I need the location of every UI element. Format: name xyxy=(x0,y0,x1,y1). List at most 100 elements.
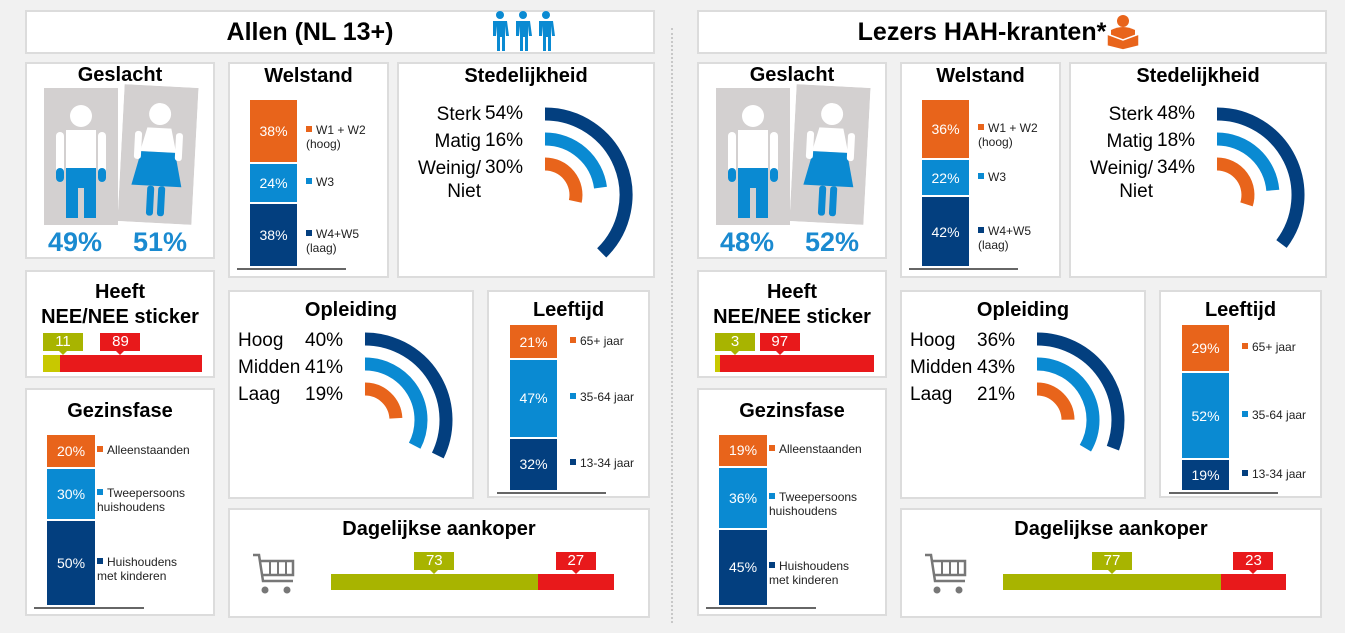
gezinsfase-baseline xyxy=(34,607,144,609)
panel-title: Allen (NL 13+) xyxy=(226,18,394,46)
opleiding-arc xyxy=(1036,357,1100,452)
welstand-bar-segment: 24 xyxy=(250,163,297,205)
legend-label: 65+ jaar xyxy=(1252,340,1296,355)
opleiding-value-label: 40 xyxy=(305,330,355,352)
legend-swatch xyxy=(570,393,576,400)
stedelijkheid-category-label: Matig xyxy=(1106,131,1153,152)
sticker-title: Heeft NEE/NEE sticker xyxy=(713,281,871,328)
leeftijd-baseline xyxy=(1169,492,1278,494)
opleiding-arc xyxy=(1036,382,1075,421)
opleiding-arc xyxy=(364,357,428,449)
aankoper-title: Dagelijkse aankoper xyxy=(342,518,536,540)
legend-swatch xyxy=(1242,343,1248,350)
opleiding-arc xyxy=(364,332,453,459)
aankoper-title: Dagelijkse aankoper xyxy=(1014,518,1208,540)
male-icon xyxy=(716,88,790,225)
gezinsfase-bar-segment: 19 xyxy=(719,435,767,468)
female-percentage: 51 xyxy=(133,227,203,258)
opleiding-category-label: Laag xyxy=(910,384,953,405)
legend-label: W1 + W2 (hoog) xyxy=(306,122,366,151)
legend-swatch xyxy=(97,446,103,453)
legend-label: Tweepersoons huishoudens xyxy=(97,486,186,515)
legend-swatch xyxy=(1242,470,1248,477)
stedelijkheid-value-label: 16 xyxy=(485,130,535,152)
aankoper-value-callout: 27 xyxy=(555,552,596,574)
legend-label: W4+W5 (laag) xyxy=(306,227,360,256)
legend-swatch xyxy=(570,336,576,343)
welstand-legend-item: W1 + W2 (hoog) xyxy=(306,123,416,151)
legend-label: W1 + W2 (hoog) xyxy=(978,121,1038,150)
female-icon xyxy=(789,84,871,225)
gezinsfase-bar-segment: 20 xyxy=(47,435,95,470)
sticker-bar-segment xyxy=(719,355,874,372)
aankoper-bar-segment xyxy=(1003,574,1221,590)
legend-swatch xyxy=(769,445,775,452)
legend-swatch xyxy=(978,124,984,131)
stedelijkheid-value-label: 54 xyxy=(485,103,535,125)
welstand-bar-segment: 22 xyxy=(922,160,969,198)
leeftijd-legend-item: 35-64 jaar xyxy=(1242,408,1345,422)
opleiding-value-label: 21 xyxy=(977,384,1027,406)
leeftijd-bar-segment: 21 xyxy=(510,325,557,361)
welstand-bar-segment: 36 xyxy=(922,100,969,161)
welstand-bar-segment: 38 xyxy=(250,204,297,268)
shopping-cart-icon xyxy=(253,553,295,594)
welstand-legend-item: W3 xyxy=(306,175,416,189)
panel-divider xyxy=(671,28,673,623)
gezinsfase-bar-segment: 50 xyxy=(47,521,95,607)
welstand-legend-item: W4+W5 (laag) xyxy=(306,227,416,255)
aankoper-bar-segment xyxy=(537,574,614,590)
gezinsfase-legend-item: Alleenstaanden xyxy=(97,443,207,457)
opleiding-arc xyxy=(1036,332,1125,451)
stedelijkheid-value-label: 34 xyxy=(1157,157,1207,179)
aankoper-value-callout: 23 xyxy=(1233,552,1274,574)
gezinsfase-legend-item: Tweepersoons huishoudens xyxy=(769,490,879,518)
legend-label: 13-34 jaar xyxy=(580,456,635,471)
geslacht-title: Geslacht xyxy=(749,64,835,86)
legend-label: Alleenstaanden xyxy=(779,442,862,457)
stedelijkheid-arc xyxy=(1216,132,1280,192)
stedelijkheid-value-label: 48 xyxy=(1157,103,1207,125)
male-percentage: 49 xyxy=(48,227,118,258)
gezinsfase-legend-item: Tweepersoons huishoudens xyxy=(97,486,207,514)
people-icon xyxy=(493,11,555,51)
legend-swatch xyxy=(97,558,103,564)
aankoper-value-callout: 77 xyxy=(1091,552,1132,574)
leeftijd-title: Leeftijd xyxy=(532,299,605,321)
legend-swatch xyxy=(306,125,312,132)
legend-label: Tweepersoons huishoudens xyxy=(769,489,858,518)
legend-swatch xyxy=(306,230,312,237)
sticker-bar-segment xyxy=(60,355,202,372)
stedelijkheid-arc xyxy=(1216,107,1305,248)
sticker-value-callout: 89 xyxy=(100,333,141,355)
gezinsfase-bar-segment: 30 xyxy=(47,469,95,521)
welstand-legend-item: W1 + W2 (hoog) xyxy=(978,121,1088,149)
sticker-value-callout: 11 xyxy=(43,333,83,355)
aankoper-bar-segment xyxy=(1220,574,1286,590)
stedelijkheid-value-label: 30 xyxy=(485,157,535,179)
aankoper-value-callout: 73 xyxy=(414,552,455,574)
welstand-bar-segment: 42 xyxy=(922,197,969,268)
opleiding-category-label: Midden xyxy=(910,357,973,378)
stedelijkheid-title: Stedelijkheid xyxy=(464,65,588,87)
leeftijd-bar-segment: 47 xyxy=(510,360,557,439)
leeftijd-title: Leeftijd xyxy=(1204,299,1277,321)
opleiding-arc xyxy=(364,382,403,419)
legend-swatch xyxy=(769,562,775,569)
leeftijd-legend-item: 13-34 jaar xyxy=(570,456,680,470)
legend-label: Huishoudens met kinderen xyxy=(769,559,850,588)
opleiding-category-label: Laag xyxy=(238,384,281,405)
legend-label: 35-64 jaar xyxy=(580,390,635,405)
gezinsfase-title: Gezinsfase xyxy=(67,400,173,422)
welstand-bar-segment: 38 xyxy=(250,100,297,164)
stedelijkheid-arc xyxy=(544,157,583,203)
welstand-legend-item: W3 xyxy=(978,170,1088,184)
legend-label: W3 xyxy=(316,175,334,189)
opleiding-value-label: 36 xyxy=(977,330,1027,352)
legend-swatch xyxy=(1242,410,1248,417)
stedelijkheid-value-label: 18 xyxy=(1157,130,1207,152)
